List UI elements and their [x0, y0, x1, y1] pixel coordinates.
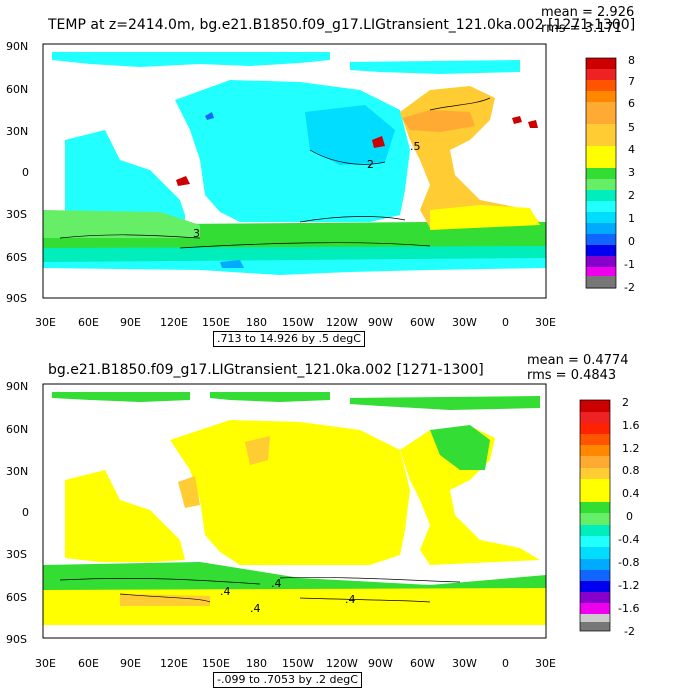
indian-ocean-field	[65, 130, 185, 235]
cb1-label: -2	[624, 281, 635, 294]
panel2-contour-label-3: .4	[220, 585, 231, 598]
panel2-mean: mean = 0.4774	[527, 353, 629, 368]
cb1-label: 5	[628, 121, 635, 134]
x-tick: 30W	[452, 316, 477, 329]
x-tick: 120W	[326, 316, 358, 329]
x-tick: 30E	[535, 657, 556, 670]
x-tick: 30E	[35, 657, 56, 670]
panel2-map: .4 .4 .4 .4	[42, 383, 547, 639]
panel2-y-axis: 90N 60N 30N 0 30S 60S 90S	[6, 380, 29, 646]
x-tick: 180	[246, 657, 267, 670]
cb2-label: 1.2	[622, 442, 640, 455]
x-tick: 150W	[282, 316, 314, 329]
y-tick-60s: 60S	[6, 251, 27, 264]
cb2-label: -2	[624, 625, 635, 638]
cb2-label: -0.8	[618, 556, 639, 569]
cb1-label: 0	[628, 235, 635, 248]
cb1-label: -1	[624, 258, 635, 271]
panel2-contour-label-1: .4	[271, 577, 282, 590]
cb1-label: 7	[628, 75, 635, 88]
panel2-title: bg.e21.B1850.f09_g17.LIGtransient_121.0k…	[48, 362, 484, 378]
arctic-ocean-field	[52, 52, 330, 67]
cb1-label: 1	[628, 212, 635, 225]
y-tick-30s: 30S	[6, 208, 27, 221]
panel2-range-box: -.099 to .7053 by .2 degC	[213, 672, 362, 688]
panel1-range-box: .713 to 14.926 by .5 degC	[213, 331, 365, 347]
x-tick: 30E	[535, 316, 556, 329]
y-tick-90s: 90S	[6, 292, 27, 305]
x-tick: 0	[502, 316, 509, 329]
panel1-title: TEMP at z=2414.0m, bg.e21.B1850.f09_g17.…	[48, 17, 636, 33]
y-tick-30n: 30N	[6, 465, 28, 478]
cb2-label: 1.6	[622, 419, 640, 432]
y-tick-90n: 90N	[6, 380, 28, 393]
panel2-colorbar: 2 1.6 1.2 0.8 0.4 0 -0.4 -0.8 -1.2 -1.6 …	[579, 396, 640, 638]
cb2-label: 2	[622, 396, 629, 409]
panel1-colorbar: 8 7 6 5 4 3 2 1 0 -1 -2	[585, 54, 635, 294]
panel1-y-axis: 90N 60N 30N 0 30S 60S 90S	[6, 40, 29, 305]
cb2-label: -0.4	[618, 533, 639, 546]
cb1-label: 4	[628, 143, 635, 156]
panel2-contour-label-4: .4	[250, 602, 261, 615]
x-tick: 90E	[120, 316, 141, 329]
cb2-label: 0.4	[622, 487, 640, 500]
cb1-label: 2	[628, 189, 635, 202]
indian-ocean-field	[65, 470, 185, 562]
y-tick-0: 0	[22, 166, 29, 179]
x-tick: 60W	[410, 316, 435, 329]
cb2-label: 0	[626, 510, 633, 523]
x-tick: 0	[502, 657, 509, 670]
x-tick: 120E	[160, 657, 188, 670]
x-tick: 90W	[368, 657, 393, 670]
cb2-label: -1.2	[618, 579, 639, 592]
panel2-contour-label-2: .4	[345, 593, 356, 606]
y-tick-30n: 30N	[6, 125, 28, 138]
arctic-ocean-field	[52, 392, 190, 402]
x-tick: 180	[246, 316, 267, 329]
cb1-label: 6	[628, 97, 635, 110]
y-tick-60n: 60N	[6, 83, 28, 96]
x-tick: 150E	[202, 657, 230, 670]
panel1-rms: rms = 3.171	[541, 21, 622, 36]
panel1-x-axis: 30E 60E 90E 120E 150E 180 150W 120W 90W …	[35, 316, 556, 329]
x-tick: 120W	[326, 657, 358, 670]
cb2-label: -1.6	[618, 602, 639, 615]
cb1-label: 3	[628, 166, 635, 179]
x-tick: 90E	[120, 657, 141, 670]
x-tick: 30E	[35, 316, 56, 329]
x-tick: 60E	[78, 316, 99, 329]
cb1-label: 8	[628, 54, 635, 67]
pacific-ocean-field	[170, 420, 410, 565]
panel1-contour-label-1: 2	[367, 158, 374, 171]
y-tick-90n: 90N	[6, 40, 28, 53]
y-tick-60s: 60S	[6, 591, 27, 604]
x-tick: 30W	[452, 657, 477, 670]
panel1-mean: mean = 2.926	[541, 5, 635, 20]
cb2-label: 0.8	[622, 464, 640, 477]
y-tick-0: 0	[22, 506, 29, 519]
x-tick: 60E	[78, 657, 99, 670]
x-tick: 60W	[410, 657, 435, 670]
x-tick: 150E	[202, 316, 230, 329]
panel2-rms: rms = 0.4843	[527, 368, 617, 383]
x-tick: 120E	[160, 316, 188, 329]
panel1-map: 2 3 .5	[42, 43, 547, 299]
x-tick: 150W	[282, 657, 314, 670]
y-tick-60n: 60N	[6, 423, 28, 436]
panel1-contour-label-3: .5	[410, 140, 421, 153]
atlantic-ocean-field	[400, 426, 540, 565]
panel2-x-axis: 30E 60E 90E 120E 150E 180 150W 120W 90W …	[35, 657, 556, 670]
x-tick: 90W	[368, 316, 393, 329]
y-tick-90s: 90S	[6, 633, 27, 646]
y-tick-30s: 30S	[6, 548, 27, 561]
panel1-contour-label-2: 3	[193, 227, 200, 240]
